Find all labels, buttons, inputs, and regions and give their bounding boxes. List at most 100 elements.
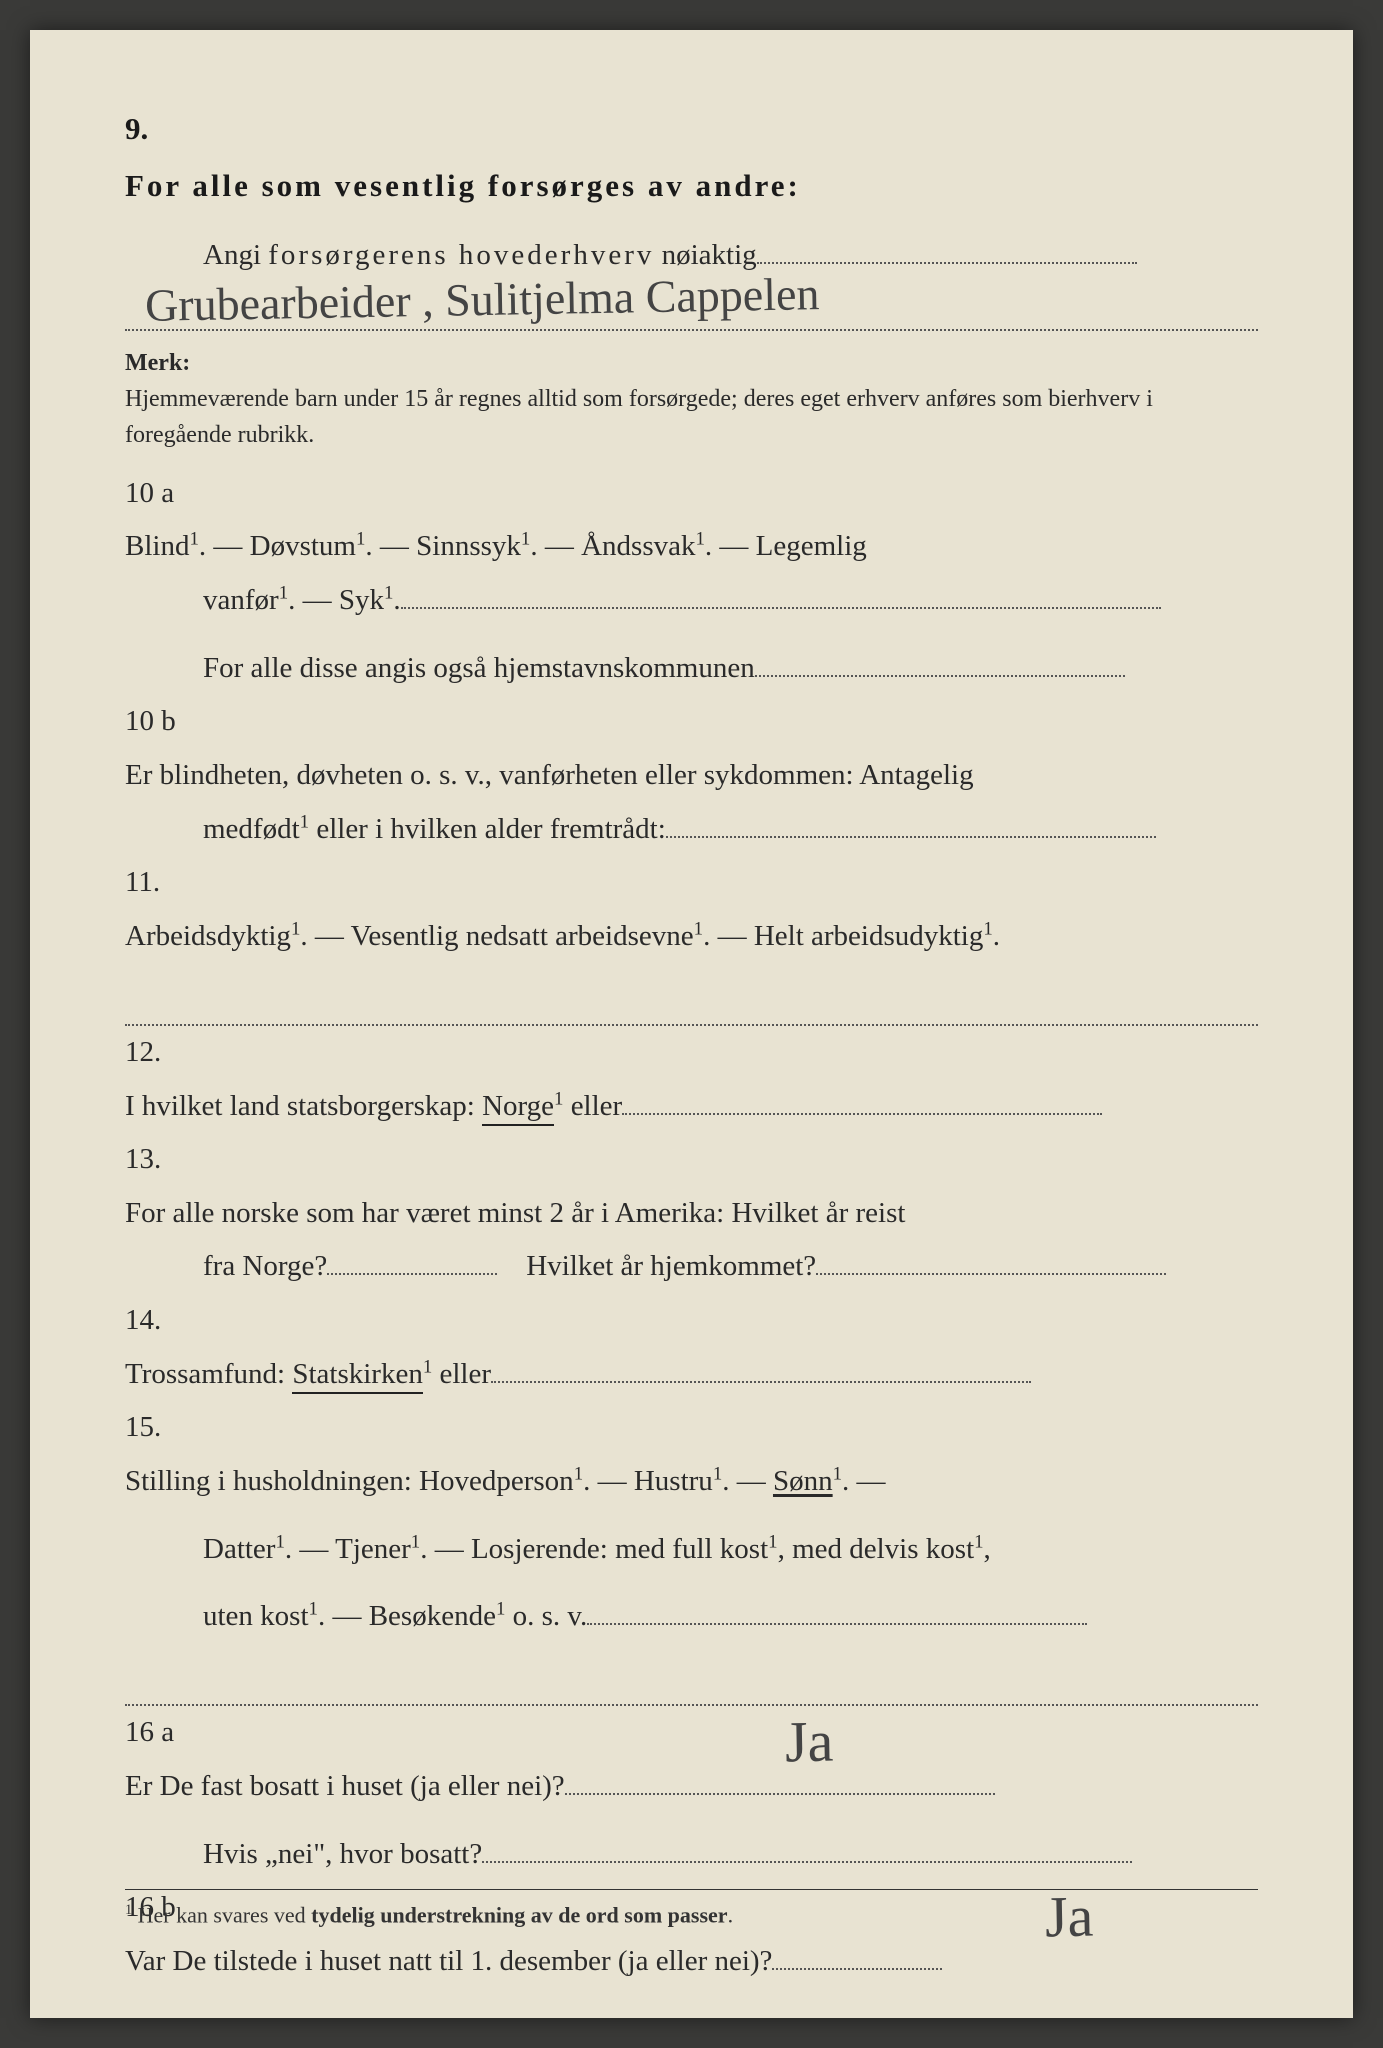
q14-body: Trossamfund: Statskirken1 eller bbox=[125, 1348, 1180, 1402]
q16a-blank2 bbox=[482, 1835, 1132, 1863]
footnote: 1 Her kan svares ved tydelig understrekn… bbox=[125, 1889, 1258, 1928]
q16a-l2: Hvis „nei", hvor bosatt? bbox=[203, 1838, 482, 1870]
q12-c: eller bbox=[563, 1090, 622, 1122]
q10b-line2: medfødt1 eller i hvilken alder fremtrådt… bbox=[125, 803, 1258, 857]
q15-l1a: Stilling i husholdningen: Hovedperson bbox=[125, 1465, 574, 1497]
q16a-num: 16 a bbox=[125, 1706, 197, 1760]
q10a-l2a: vanfør bbox=[203, 584, 279, 616]
q9-blank-line bbox=[125, 282, 1258, 330]
q10a-l2dot: . bbox=[393, 584, 400, 616]
q10a-p2: . — Sinnssyk bbox=[365, 530, 521, 562]
q12-a: I hvilket land statsborgerskap: bbox=[125, 1090, 482, 1122]
q11-body: Arbeidsdyktig1. — Vesentlig nedsatt arbe… bbox=[125, 910, 1180, 964]
q15-l1e: . — bbox=[842, 1465, 886, 1497]
q16a-l1: Er De fast bosatt i huset (ja eller nei)… bbox=[125, 1770, 565, 1802]
q10a-num: 10 a bbox=[125, 467, 197, 521]
q16b-line2: Hvis „nei", antagelig opholdssted? bbox=[125, 2003, 1258, 2018]
q10b-line1: 10 b Er blindheten, døvheten o. s. v., v… bbox=[125, 695, 1258, 802]
q15-body1: Stilling i husholdningen: Hovedperson1. … bbox=[125, 1455, 1180, 1509]
q10a-l2b: . — Syk bbox=[288, 584, 384, 616]
q10b-l2a: medfødt bbox=[203, 813, 300, 845]
merk-row: Merk: Hjemmeværende barn under 15 år reg… bbox=[125, 345, 1258, 453]
q12-num: 12. bbox=[125, 1026, 197, 1080]
q10a-line1: 10 a Blind1. — Døvstum1. — Sinnssyk1. — … bbox=[125, 467, 1258, 574]
q10a-p1: . — Døvstum bbox=[199, 530, 356, 562]
q11-d: . bbox=[993, 920, 1000, 952]
q16b-l1: Var De tilstede i huset natt til 1. dese… bbox=[125, 1945, 772, 1977]
q10a-p4: . — Legemlig bbox=[705, 530, 867, 562]
q15-blank2 bbox=[125, 1658, 1258, 1706]
q13-l2b: Hvilket år hjemkommet? bbox=[526, 1250, 816, 1282]
q13-l2a: fra Norge? bbox=[203, 1250, 327, 1282]
q15-l3b: . — Besøkende bbox=[318, 1600, 496, 1632]
q15-l2e: , bbox=[984, 1533, 991, 1565]
q15-l3a: uten kost bbox=[203, 1600, 309, 1632]
q15-l1b: . — Hustru bbox=[583, 1465, 713, 1497]
q16b-blank2 bbox=[605, 2009, 1135, 2018]
q15-l2c: . — Losjerende: med full kost bbox=[420, 1533, 768, 1565]
q9-line1: Angi forsørgerens hovederhverv nøiaktig … bbox=[125, 229, 1258, 283]
q15-line2: Datter1. — Tjener1. — Losjerende: med fu… bbox=[125, 1523, 1258, 1577]
q13-blank2 bbox=[816, 1247, 1166, 1275]
q10a-blank1 bbox=[401, 581, 1161, 609]
q13-body1: For alle norske som har været minst 2 år… bbox=[125, 1187, 1180, 1241]
merk-text: Hjemmeværende barn under 15 år regnes al… bbox=[125, 381, 1158, 453]
q10b-body1: Er blindheten, døvheten o. s. v., vanfør… bbox=[125, 749, 1180, 803]
q14-a: Trossamfund: bbox=[125, 1358, 292, 1390]
q10a-l3: For alle disse angis også hjemstavnskomm… bbox=[203, 652, 755, 684]
q15-blank bbox=[587, 1597, 1087, 1625]
q15-line1: 15. Stilling i husholdningen: Hovedperso… bbox=[125, 1401, 1258, 1508]
q16a-body1: Er De fast bosatt i huset (ja eller nei)… bbox=[125, 1760, 1180, 1814]
q12-b: Norge bbox=[482, 1090, 554, 1126]
q14-line: 14. Trossamfund: Statskirken1 eller bbox=[125, 1294, 1258, 1401]
q10b-num: 10 b bbox=[125, 695, 197, 749]
q10b-l2b: eller i hvilken alder fremtrådt: bbox=[309, 813, 666, 845]
document-page: 9. For alle som vesentlig forsørges av a… bbox=[30, 30, 1353, 2018]
q15-num: 15. bbox=[125, 1401, 197, 1455]
q11-c: . — Helt arbeidsudyktig bbox=[703, 920, 983, 952]
q16b-blank1 bbox=[772, 1942, 942, 1970]
merk-label: Merk: bbox=[125, 345, 220, 381]
q14-blank bbox=[491, 1355, 1031, 1383]
q16a-blank1 bbox=[565, 1767, 995, 1795]
q10a-p3: . — Åndssvak bbox=[530, 530, 695, 562]
q15-l3c: o. s. v. bbox=[505, 1600, 587, 1632]
q14-b: Statskirken bbox=[292, 1358, 423, 1394]
q15-line3: uten kost1. — Besøkende1 o. s. v. bbox=[125, 1590, 1258, 1644]
q9-num: 9. bbox=[125, 100, 197, 157]
q11-b: . — Vesentlig nedsatt arbeidsevne bbox=[300, 920, 693, 952]
q16a-handwritten: Ja bbox=[784, 1688, 834, 1796]
footnote-pre: Her kan svares ved tydelig understreknin… bbox=[132, 1902, 733, 1927]
q15-l2a: Datter bbox=[203, 1533, 275, 1565]
q15-l1d: Sønn bbox=[773, 1465, 833, 1497]
q16b-l2: Hvis „nei", antagelig opholdssted? bbox=[203, 2013, 605, 2018]
q13-line1: 13. For alle norske som har været minst … bbox=[125, 1133, 1258, 1240]
q11-blank bbox=[125, 977, 1258, 1025]
q15-l2d: , med delvis kost bbox=[778, 1533, 975, 1565]
q12-line: 12. I hvilket land statsborgerskap: Norg… bbox=[125, 1026, 1258, 1133]
q13-line2: fra Norge? Hvilket år hjemkommet? bbox=[125, 1240, 1258, 1294]
q14-num: 14. bbox=[125, 1294, 197, 1348]
q10a-line3: For alle disse angis også hjemstavnskomm… bbox=[125, 642, 1258, 696]
q15-l2b: . — Tjener bbox=[285, 1533, 411, 1565]
q10a-line2: vanfør1. — Syk1. bbox=[125, 574, 1258, 628]
q15-l1c: . — bbox=[722, 1465, 773, 1497]
q13-blank1 bbox=[327, 1247, 497, 1275]
q10a-body: Blind1. — Døvstum1. — Sinnssyk1. — Åndss… bbox=[125, 520, 1180, 574]
q9-heading: 9. For alle som vesentlig forsørges av a… bbox=[125, 100, 1258, 215]
q11-num: 11. bbox=[125, 856, 197, 910]
content-area: 9. For alle som vesentlig forsørges av a… bbox=[30, 30, 1353, 2018]
q16a-line1: 16 a Er De fast bosatt i huset (ja eller… bbox=[125, 1706, 1258, 1813]
q14-c: eller bbox=[432, 1358, 491, 1390]
q13-num: 13. bbox=[125, 1133, 197, 1187]
q10b-blank bbox=[666, 809, 1156, 837]
q9-heading-text: For alle som vesentlig forsørges av andr… bbox=[125, 157, 1180, 214]
q16b-body1: Var De tilstede i huset natt til 1. dese… bbox=[125, 1935, 1180, 1989]
q10a-p0: Blind bbox=[125, 530, 189, 562]
q12-blank bbox=[622, 1086, 1102, 1114]
q11-line: 11. Arbeidsdyktig1. — Vesentlig nedsatt … bbox=[125, 856, 1258, 963]
q11-a: Arbeidsdyktig bbox=[125, 920, 291, 952]
footnote-text: Her kan svares ved tydelig understreknin… bbox=[132, 1902, 733, 1927]
q10a-blank2 bbox=[755, 649, 1125, 677]
q12-body: I hvilket land statsborgerskap: Norge1 e… bbox=[125, 1080, 1180, 1134]
